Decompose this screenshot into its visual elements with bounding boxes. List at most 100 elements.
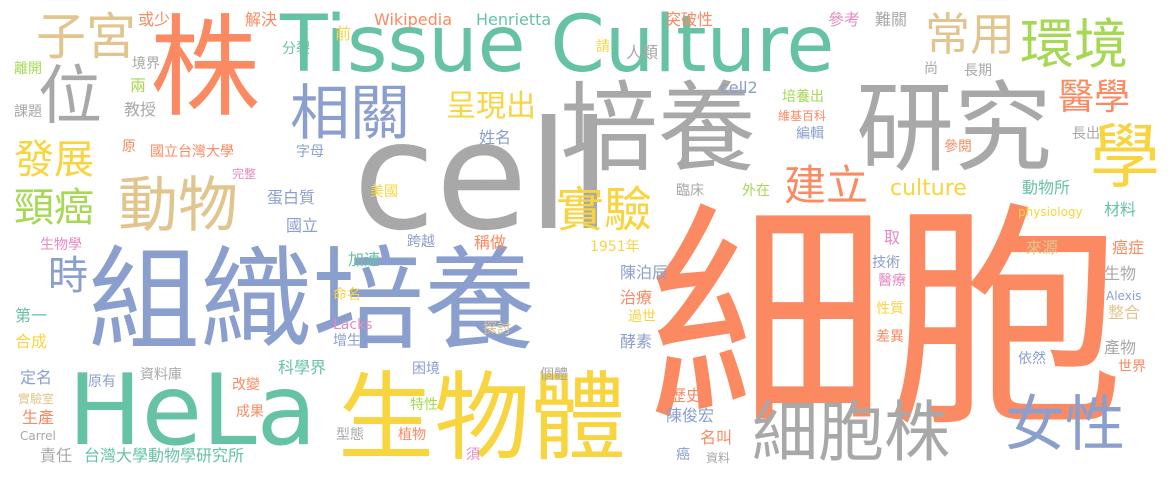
word-explore: 探討 — [483, 321, 511, 337]
word-name: 姓名 — [479, 128, 512, 147]
word-position: 位 — [38, 60, 102, 134]
word-integrate: 整合 — [1108, 303, 1141, 322]
word-present: 呈現出 — [446, 89, 536, 124]
word-difference: 差異 — [876, 329, 904, 345]
word-morphology: 型態 — [336, 427, 364, 443]
word-related: 相關 — [290, 79, 410, 149]
word-laboratory: 實驗室 — [18, 392, 55, 406]
word-material: 材料 — [1104, 200, 1137, 219]
word-chen-junhong: 陳俊宏 — [666, 406, 715, 425]
word-divide: 分裂 — [282, 41, 310, 57]
word-accelerate: 加速 — [348, 250, 381, 269]
word-pass-away: 過世 — [628, 309, 656, 325]
word-more-or-less: 或少 — [138, 10, 171, 29]
word-cell-line: 細胞株 — [752, 394, 950, 471]
word-environment: 環境 — [1020, 13, 1128, 76]
word-ntu-zoology-institute: 台灣大學動物學研究所 — [84, 446, 245, 465]
word-common: 常用 — [925, 8, 1016, 61]
word-establish: 建立 — [784, 161, 869, 210]
word-must: 須 — [466, 447, 480, 463]
word-enzyme: 酵素 — [620, 332, 653, 351]
word-individual: 個體 — [540, 367, 568, 383]
word-named: 名叫 — [700, 428, 733, 447]
word-called: 稱做 — [474, 233, 507, 252]
word-edit: 編輯 — [796, 126, 824, 142]
word-results: 成果 — [236, 404, 264, 420]
word-change: 改變 — [232, 377, 260, 393]
word-plant: 植物 — [398, 427, 426, 443]
word-two: 兩 — [130, 76, 147, 95]
word-cross: 跨越 — [407, 234, 435, 250]
word-cell-zh: 細胞 — [648, 183, 1124, 460]
word-strain: 株 — [150, 4, 260, 132]
word-breakthrough: 突破性 — [665, 10, 714, 29]
word-difficulty: 難關 — [875, 10, 908, 29]
word-hela: HeLa — [68, 354, 317, 468]
word-history: 歷史 — [670, 386, 703, 405]
word-leave: 離開 — [14, 61, 42, 77]
word-medicine: 醫學 — [1058, 77, 1131, 118]
word-henrietta: Henrietta — [476, 10, 552, 29]
word-source: 來源 — [1026, 238, 1059, 257]
word-organism: 生物體 — [338, 362, 626, 474]
word-product: 產物 — [1104, 338, 1137, 357]
word-development: 發展 — [14, 137, 94, 183]
word-animal: 動物 — [118, 171, 238, 241]
word-naming: 命名 — [333, 287, 361, 303]
word-cell: cell — [353, 90, 612, 264]
word-animal-institute: 動物所 — [1022, 178, 1071, 197]
word-scientific-community: 科學界 — [278, 358, 327, 377]
word-technology: 技術 — [872, 255, 900, 271]
word-protein: 蛋白質 — [267, 188, 316, 207]
word-ntu: 國立台灣大學 — [150, 144, 234, 160]
word-experiment: 實驗 — [556, 182, 653, 238]
word-cancer: 癌 — [676, 447, 690, 463]
word-produce: 生產 — [22, 408, 55, 427]
word-physiology: physiology — [1018, 205, 1083, 219]
word-properties: 性質 — [876, 301, 904, 317]
word-study: 學 — [1090, 116, 1160, 198]
word-uterus: 子宮 — [36, 8, 136, 66]
word-tissue-culture-zh: 組織培養 — [88, 236, 536, 366]
word-complete: 完整 — [232, 167, 257, 181]
word-original: 原 — [122, 139, 136, 155]
word-research: 研究 — [856, 72, 1053, 186]
word-wikipedia: Wikipedia — [374, 10, 453, 29]
word-biology: 生物學 — [40, 237, 82, 253]
word-first: 第一 — [15, 306, 48, 325]
word-designate: 定名 — [20, 368, 53, 387]
word-culture: culture — [890, 176, 967, 201]
word-see-also: 參閱 — [944, 139, 972, 155]
word-clinical: 臨床 — [676, 183, 704, 199]
word-lacks: Lacks — [333, 317, 373, 333]
word-wiki-encyclopedia: 維基百科 — [778, 109, 827, 123]
word-letters: 字母 — [296, 144, 324, 160]
word-treatment: 治療 — [620, 288, 653, 307]
word-predicament: 困境 — [412, 361, 440, 377]
word-topic: 課題 — [14, 104, 42, 120]
word-characteristic: 特性 — [410, 397, 438, 413]
word-realm: 境界 — [132, 56, 160, 72]
word-cervical-cancer: 頸癌 — [14, 185, 94, 231]
word-world: 世界 — [1118, 359, 1146, 375]
word-chen-bochen: 陳泊辰 — [620, 263, 669, 282]
word-reference: 參考 — [828, 10, 861, 29]
word-1951: 1951年 — [590, 239, 640, 255]
word-carrel: Carrel — [20, 429, 56, 443]
word-grow-out: 長出 — [1072, 126, 1100, 142]
word-human: 人類 — [626, 43, 659, 62]
word-pre-existing: 原有 — [88, 374, 116, 390]
word-culture-zh: 培養 — [560, 72, 757, 186]
word-organism-short: 生物 — [1104, 264, 1137, 283]
word-professor: 教授 — [124, 100, 157, 119]
word-still-as-ever: 依然 — [1018, 351, 1046, 367]
word-national: 國立 — [286, 216, 319, 235]
word-cancer-disease: 癌症 — [1112, 238, 1145, 257]
word-take: 取 — [884, 228, 901, 247]
word-usa: 美國 — [370, 184, 398, 200]
word-database: 資料庫 — [140, 367, 182, 383]
word-data: 資料 — [706, 451, 731, 465]
word-medical-care: 醫療 — [878, 273, 906, 289]
word-tissue-culture: Tissue Culture — [280, 0, 835, 90]
